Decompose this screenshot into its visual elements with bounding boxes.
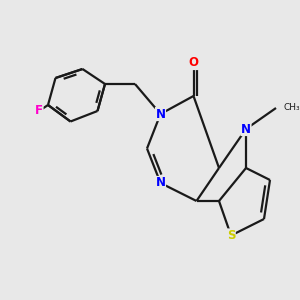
- Text: F: F: [35, 104, 43, 118]
- Text: N: N: [241, 122, 251, 136]
- Text: O: O: [188, 56, 199, 70]
- Text: N: N: [155, 176, 166, 190]
- Text: CH₃: CH₃: [284, 103, 300, 112]
- Text: S: S: [227, 229, 235, 242]
- Text: N: N: [155, 107, 166, 121]
